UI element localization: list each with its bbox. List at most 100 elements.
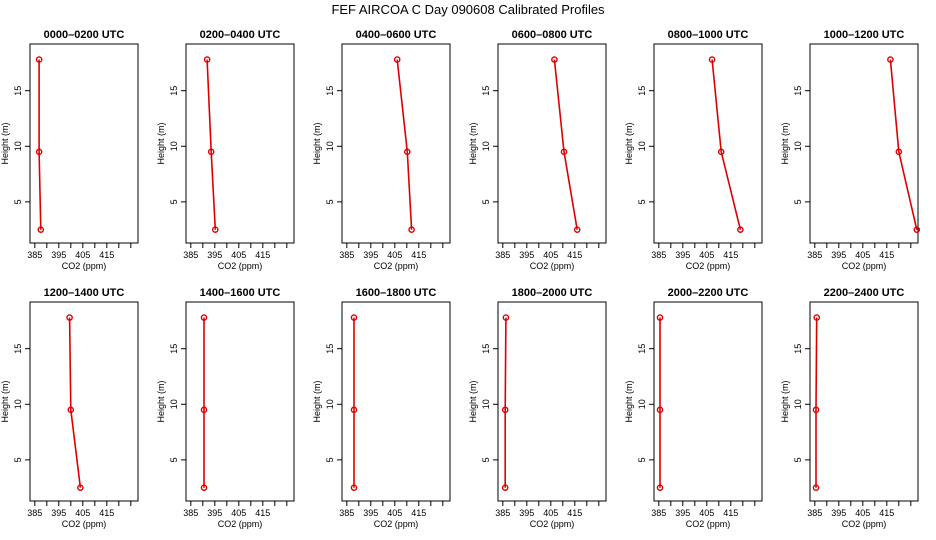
x-tick-label: 405 [543,250,558,260]
x-axis-label: CO2 (ppm) [842,519,887,529]
panel-title: 1600–1800 UTC [356,287,437,299]
y-tick-label: 15 [481,86,491,96]
y-tick-label: 5 [325,457,335,462]
data-point [35,148,43,156]
y-axis-label: Height (m) [156,122,166,164]
profile-line [68,317,82,488]
x-tick-label: 395 [363,508,378,518]
panel-title: 0400–0600 UTC [356,29,437,41]
profile-line [553,59,578,230]
plot-frame [341,301,451,502]
figure-title: FEF AIRCOA C Day 090608 Calibrated Profi… [331,2,605,17]
data-point [551,56,558,63]
data-point [67,406,75,414]
y-tick-label: 5 [637,199,647,204]
panel-title: 1400–1600 UTC [200,287,281,299]
data-point [37,226,45,233]
x-tick-label: 415 [723,508,738,518]
data-point [350,314,358,321]
y-tick-label: 5 [637,457,647,462]
x-tick-label: 395 [51,508,66,518]
panel-title: 0000–0200 UTC [44,29,125,41]
y-tick-label: 5 [13,199,23,204]
x-tick-label: 415 [255,508,270,518]
data-point [560,148,568,156]
x-axis-label: CO2 (ppm) [62,519,107,529]
data-point [717,148,725,156]
y-tick-label: 5 [169,457,179,462]
x-tick-label: 415 [99,508,114,518]
data-point [913,226,921,233]
data-point [895,148,903,156]
y-axis-label: Height (m) [780,380,790,422]
x-axis-label: CO2 (ppm) [374,519,419,529]
plot-frame [29,43,139,244]
x-tick-label: 385 [807,508,822,518]
y-axis-label: Height (m) [156,380,166,422]
x-tick-label: 385 [183,508,198,518]
data-point [887,56,894,63]
data-point [203,56,211,63]
plot-frame [497,301,607,502]
y-tick-label: 15 [481,344,491,354]
panel-title: 1800–2000 UTC [512,287,593,299]
y-tick-label: 15 [13,344,23,354]
x-tick-label: 405 [231,250,246,260]
y-axis-label: Height (m) [0,380,10,422]
x-tick-label: 405 [231,508,246,518]
data-point [403,148,411,156]
data-point [200,406,208,414]
x-tick-label: 415 [411,508,426,518]
panel-title: 0800–1000 UTC [668,29,749,41]
plot-frame [497,43,607,244]
y-axis-label: Height (m) [624,122,634,164]
panel-title: 0200–0400 UTC [200,29,281,41]
x-tick-label: 405 [387,250,402,260]
data-point [35,56,43,63]
data-point [408,226,415,233]
y-tick-label: 10 [13,141,23,151]
plot-frame [341,43,451,244]
y-tick-label: 5 [481,199,491,204]
panel-title: 1200–1400 UTC [44,287,125,299]
data-point [813,314,821,321]
x-tick-label: 405 [855,250,870,260]
x-axis-label: CO2 (ppm) [218,519,263,529]
x-axis-label: CO2 (ppm) [842,261,887,271]
x-tick-label: 385 [651,250,666,260]
data-point [708,56,716,63]
data-point [211,226,219,233]
y-tick-label: 10 [169,399,179,409]
x-tick-label: 405 [75,250,90,260]
y-tick-label: 10 [325,141,335,151]
plot-frame [185,43,295,244]
y-tick-label: 5 [793,199,803,204]
plot-frame [29,301,139,502]
y-tick-label: 5 [481,457,491,462]
x-tick-label: 395 [207,508,222,518]
x-tick-label: 385 [495,508,510,518]
y-tick-label: 10 [481,399,491,409]
x-tick-label: 405 [75,508,90,518]
y-tick-label: 10 [793,141,803,151]
y-tick-label: 10 [325,399,335,409]
y-tick-label: 5 [169,199,179,204]
y-axis-label: Height (m) [468,122,478,164]
x-tick-label: 405 [543,508,558,518]
panel-title: 2200–2400 UTC [824,287,905,299]
x-tick-label: 395 [675,250,690,260]
data-point [502,314,510,321]
x-tick-label: 405 [387,508,402,518]
x-axis-label: CO2 (ppm) [62,261,107,271]
data-point [200,484,208,491]
x-tick-label: 385 [651,508,666,518]
